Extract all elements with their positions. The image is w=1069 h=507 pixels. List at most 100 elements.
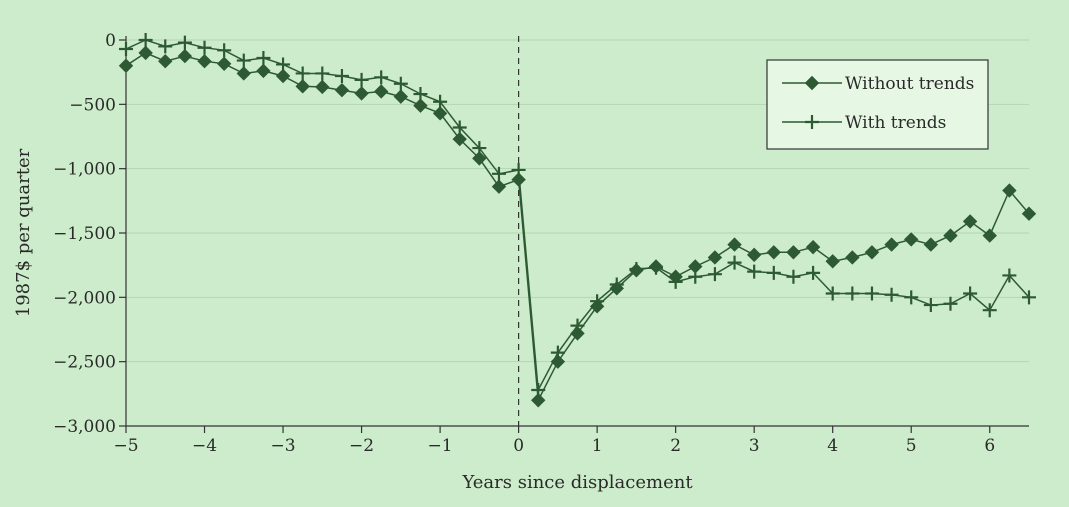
x-tick-label: 3 — [749, 436, 760, 456]
data-point — [197, 54, 212, 69]
data-point — [217, 43, 232, 58]
tick-labels: 0 −500 −1,000 −1,500 −2,000 −2,500 −3,000−5 −4 −… — [53, 31, 995, 456]
data-point — [1022, 290, 1036, 305]
data-point — [707, 267, 722, 282]
data-point — [786, 269, 801, 284]
data-point — [295, 79, 310, 94]
legend-label: Without trends — [845, 74, 974, 94]
y-tick-label: −500 — [69, 95, 116, 115]
data-point — [177, 35, 192, 50]
data-point — [138, 33, 153, 47]
y-tick-label: 0 — [105, 31, 116, 51]
legend: Without trends With trends — [766, 59, 989, 150]
data-point — [158, 39, 173, 54]
data-point — [943, 296, 958, 311]
data-point — [825, 286, 840, 301]
data-point — [236, 66, 251, 81]
x-tick-label: 0 — [513, 436, 524, 456]
data-point — [452, 131, 467, 147]
legend-entry: With trends — [782, 113, 946, 133]
data-point — [884, 237, 899, 252]
data-point — [688, 269, 703, 284]
x-tick-label: 5 — [906, 436, 917, 456]
x-tick-label: −5 — [113, 436, 138, 456]
data-point — [177, 48, 193, 64]
y-tick-label: −2,000 — [53, 288, 116, 308]
data-point — [649, 260, 664, 275]
data-point — [393, 89, 409, 104]
data-point — [825, 254, 840, 269]
data-point — [138, 45, 153, 61]
data-point — [256, 63, 271, 79]
data-point — [668, 274, 683, 289]
y-tick-label: −1,000 — [53, 160, 116, 180]
data-point — [472, 151, 487, 166]
data-point — [275, 68, 291, 84]
data-point — [158, 54, 173, 69]
data-point — [1002, 183, 1017, 198]
data-point — [354, 72, 369, 87]
data-point — [511, 172, 526, 187]
x-tick-label: 2 — [670, 436, 681, 456]
x-tick-label: −3 — [271, 436, 296, 456]
data-point — [845, 286, 860, 301]
x-tick-label: −4 — [192, 436, 217, 456]
data-point — [766, 245, 782, 260]
data-point — [118, 58, 134, 73]
data-point — [354, 86, 369, 101]
data-point — [295, 66, 310, 81]
data-point — [413, 98, 428, 113]
data-point — [531, 382, 546, 397]
data-point — [923, 237, 939, 252]
data-point — [315, 79, 330, 95]
data-point — [786, 245, 801, 260]
data-point — [590, 294, 605, 309]
data-point — [766, 265, 781, 280]
data-point — [334, 69, 349, 84]
data-point — [982, 303, 997, 318]
data-point — [845, 250, 860, 265]
data-point — [923, 298, 938, 313]
data-point — [432, 106, 448, 121]
data-point — [943, 228, 958, 243]
data-point — [1021, 206, 1037, 221]
data-point — [256, 51, 271, 66]
data-point — [550, 345, 565, 360]
x-tick-label: −2 — [349, 436, 374, 456]
data-point — [982, 228, 997, 243]
data-point — [904, 290, 919, 305]
data-point — [746, 247, 762, 263]
x-tick-label: 6 — [984, 436, 995, 456]
gridlines — [126, 39, 1029, 363]
series-group — [118, 33, 1037, 408]
data-point — [511, 162, 526, 177]
data-point — [236, 53, 251, 68]
data-point — [472, 141, 487, 156]
axes — [119, 36, 1029, 433]
x-tick-label: −1 — [428, 436, 453, 456]
data-point — [806, 265, 821, 280]
data-point — [373, 84, 389, 99]
data-point — [747, 264, 762, 279]
data-point — [276, 57, 291, 72]
x-tick-label: 1 — [592, 436, 603, 456]
data-point — [413, 87, 428, 102]
y-tick-label: −2,500 — [53, 353, 116, 373]
x-axis-title: Years since displacement — [461, 472, 693, 493]
data-point — [491, 179, 507, 194]
data-point — [452, 120, 467, 135]
data-point — [609, 277, 624, 292]
legend-entry: Without trends — [782, 74, 974, 94]
data-point — [531, 393, 546, 408]
data-point — [963, 286, 978, 301]
y-tick-label: −3,000 — [53, 417, 116, 437]
data-point — [864, 286, 879, 301]
series-with-trends — [119, 33, 1036, 397]
legend-marker — [804, 75, 820, 91]
data-point — [864, 245, 880, 260]
legend-marker — [805, 115, 819, 129]
data-point — [570, 318, 585, 333]
legend-label: With trends — [845, 113, 946, 133]
data-point — [119, 42, 133, 57]
